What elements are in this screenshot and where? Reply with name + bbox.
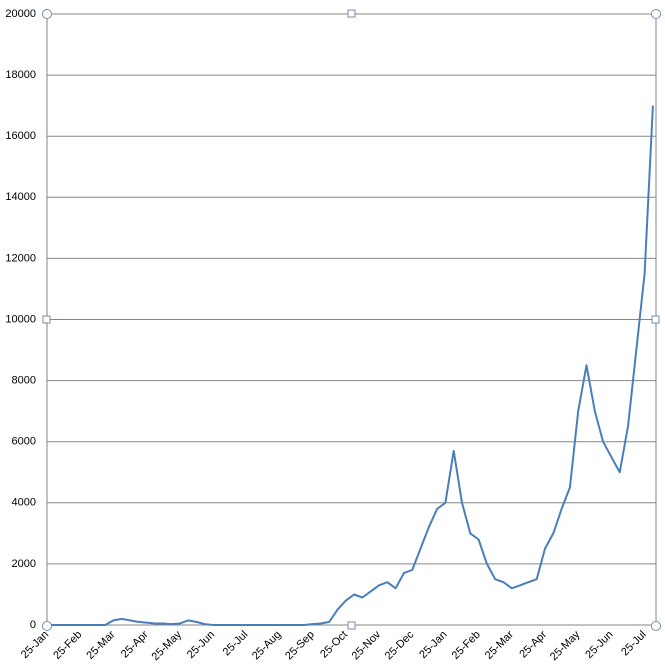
x-tick-label: 25-Jan bbox=[417, 629, 449, 661]
x-tick-label: 25-Feb bbox=[51, 629, 84, 662]
x-tick-label: 25-Oct bbox=[318, 629, 350, 661]
x-tick-label: 25-Mar bbox=[483, 628, 516, 661]
x-tick-label: 25-Mar bbox=[84, 628, 117, 661]
y-tick-label: 12000 bbox=[5, 252, 36, 264]
x-tick-label: 25-Dec bbox=[383, 628, 417, 662]
handle[interactable] bbox=[42, 9, 52, 19]
y-tick-label: 4000 bbox=[12, 497, 36, 509]
x-tick-label: 25-Jun bbox=[185, 629, 217, 661]
x-tick-label: 25-Aug bbox=[250, 629, 284, 663]
selection-handles[interactable] bbox=[42, 9, 661, 631]
y-tick-label: 0 bbox=[30, 619, 36, 631]
handle[interactable] bbox=[347, 9, 356, 18]
x-tick-label: 25-Apr bbox=[119, 628, 151, 660]
x-tick-label: 25-May bbox=[548, 628, 583, 663]
marks: 0 2000 4000 6000 8000 10000 12000 14000 16000 180… bbox=[5, 8, 656, 663]
x-tick-label: 25-Jan bbox=[19, 629, 51, 661]
y-tick-label: 14000 bbox=[5, 191, 36, 203]
handle[interactable] bbox=[651, 315, 660, 324]
y-tick-label: 18000 bbox=[5, 69, 36, 81]
y-tick-label: 16000 bbox=[5, 130, 36, 142]
handle[interactable] bbox=[42, 621, 52, 631]
x-tick-label: 25-Feb bbox=[450, 629, 483, 662]
handle[interactable] bbox=[42, 315, 51, 324]
x-tick-label: 25-Nov bbox=[350, 628, 384, 662]
x-tick-label: 25-Jul bbox=[221, 629, 251, 659]
x-tick-label: 25-May bbox=[150, 628, 185, 663]
y-tick-label: 20000 bbox=[5, 8, 36, 20]
x-tick-label: 25-Apr bbox=[517, 628, 549, 660]
x-tick-label: 25-Sep bbox=[283, 629, 317, 663]
x-tick-label: 25-Jun bbox=[583, 629, 615, 661]
data-line bbox=[47, 105, 654, 626]
handle[interactable] bbox=[347, 621, 356, 630]
x-tick-label: 25-Jul bbox=[619, 629, 649, 659]
handle[interactable] bbox=[651, 621, 661, 631]
y-tick-label: 6000 bbox=[12, 436, 36, 448]
y-tick-label: 8000 bbox=[12, 375, 36, 387]
handle[interactable] bbox=[651, 9, 661, 19]
y-tick-label: 2000 bbox=[12, 558, 36, 570]
y-tick-label: 10000 bbox=[5, 313, 36, 325]
